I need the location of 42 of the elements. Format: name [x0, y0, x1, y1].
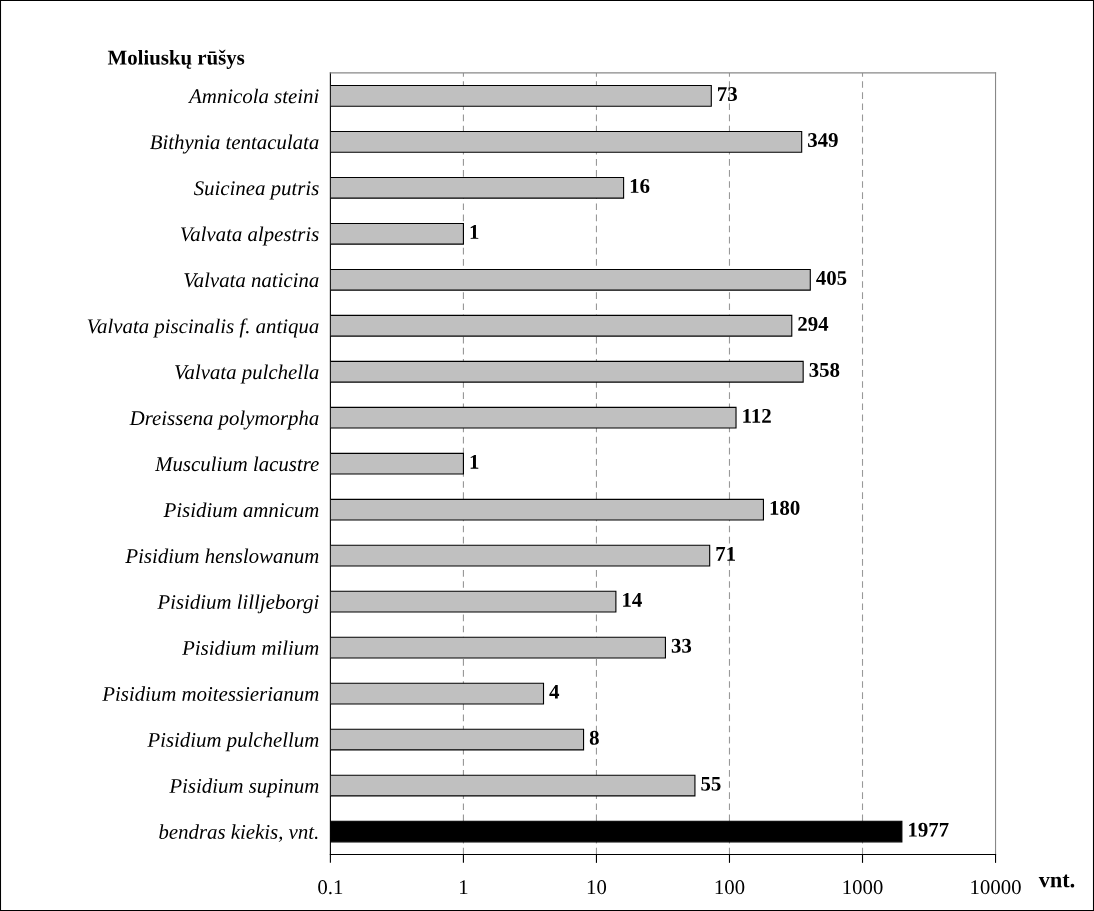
y-tick-label: Valvata naticina [184, 272, 319, 288]
y-tick-label: Amnicola steini [187, 88, 319, 104]
data-label: 405 [816, 270, 847, 285]
x-tick-label: 0.1 [318, 880, 343, 895]
data-label: 294 [798, 316, 829, 331]
y-tick-label: Pisidium pulchellum [147, 732, 319, 752]
data-label: 55 [701, 776, 721, 791]
data-label: 4 [549, 684, 560, 699]
data-label: 71 [716, 546, 735, 561]
y-tick-label: Pisidium amnicum [163, 502, 319, 518]
x-tick-label: 10 [587, 880, 607, 895]
y-tick-label: Pisidium milium [182, 640, 319, 656]
y-tick-label: Valvata piscinalis f. antiqua [87, 318, 319, 338]
data-label: 349 [808, 133, 838, 148]
data-label: 73 [718, 87, 737, 102]
y-tick-label: Pisidium lilljeborgi [157, 594, 319, 614]
data-label: 1977 [909, 822, 949, 837]
y-tick-label: Pisidium moitessierianum [102, 686, 319, 702]
x-axis-title: vnt. [1038, 874, 1075, 888]
data-label: 33 [671, 638, 692, 653]
y-tick-label: bendras kiekis, vnt. [159, 824, 318, 842]
data-label: 1 [470, 454, 479, 469]
y-tick-label: Bithynia tentaculata [149, 134, 319, 154]
y-axis-title: Moliuskų rūšys [107, 49, 245, 69]
data-label: 112 [743, 408, 771, 423]
y-tick-label: Valvata alpestris [180, 226, 319, 246]
data-label: 180 [770, 500, 800, 515]
data-label: 14 [623, 592, 642, 607]
y-tick-label: Suicinea putris [193, 181, 319, 200]
y-tick-label: Musculium lacustre [154, 456, 319, 472]
x-tick-label: 1 [460, 880, 468, 894]
data-label: 358 [809, 362, 840, 377]
x-tick-label: 10000 [971, 880, 1021, 895]
data-label: 1 [470, 225, 479, 239]
x-tick-label: 100 [715, 880, 745, 895]
y-tick-label: Valvata pulchella [175, 364, 319, 384]
x-tick-label: 1000 [843, 880, 883, 895]
data-label: 8 [589, 730, 599, 745]
y-tick-label: Pisidium supinum [169, 778, 319, 798]
y-tick-label: Dreissena polymorpha [129, 410, 319, 430]
y-tick-label: Pisidium henslowanum [125, 548, 319, 564]
data-label: 16 [630, 179, 650, 194]
